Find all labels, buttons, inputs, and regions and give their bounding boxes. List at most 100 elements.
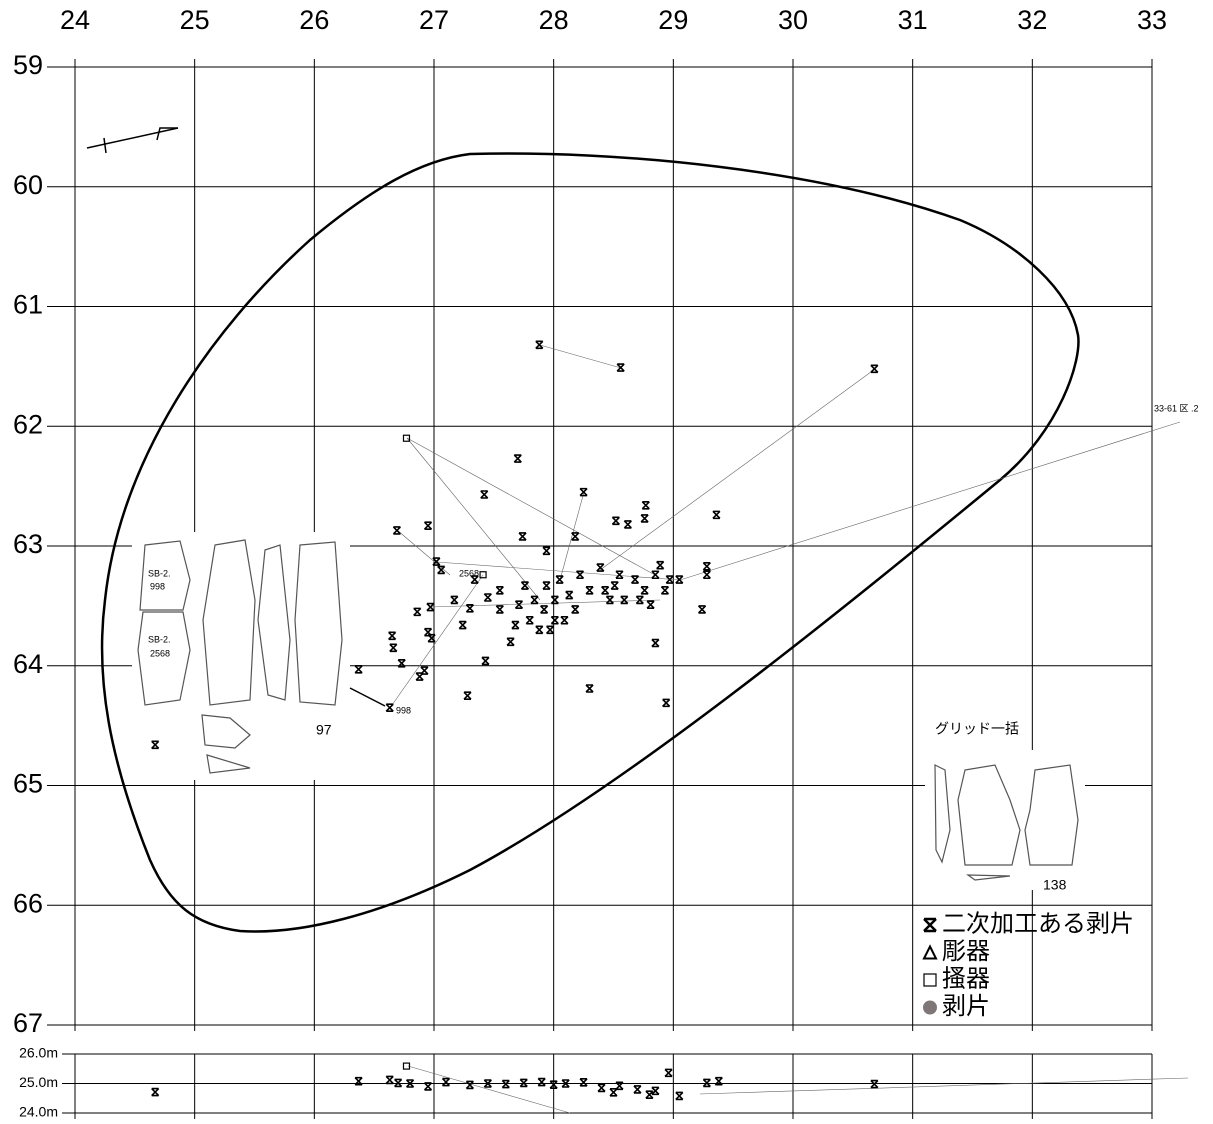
point xyxy=(546,625,555,635)
point xyxy=(633,1085,642,1094)
legend-label: 彫器 xyxy=(942,938,990,965)
point xyxy=(480,490,489,499)
point xyxy=(601,586,610,595)
point xyxy=(870,1079,879,1089)
point xyxy=(615,1081,624,1091)
point xyxy=(702,570,711,580)
point xyxy=(427,633,436,643)
point xyxy=(151,740,160,750)
point xyxy=(397,659,406,668)
point xyxy=(465,603,474,613)
point xyxy=(458,620,467,630)
y-tick-label: 62 xyxy=(13,409,43,439)
point xyxy=(388,631,397,641)
annotation: 2568 xyxy=(150,648,170,658)
y-tick-label: 25.0m xyxy=(19,1074,58,1090)
point xyxy=(640,586,649,595)
point xyxy=(530,595,539,605)
point xyxy=(540,605,549,614)
point xyxy=(579,1078,588,1087)
point xyxy=(665,575,674,584)
annotation: 97 xyxy=(316,722,332,738)
point xyxy=(423,521,433,530)
point xyxy=(611,516,620,526)
annotations: SB-2. 998 SB-2. 2568 97 998 2568 33-61 区… xyxy=(148,403,1199,892)
point xyxy=(549,1080,558,1089)
point xyxy=(519,1078,528,1088)
y-tick-label: 65 xyxy=(13,769,43,799)
point xyxy=(518,532,527,541)
legend-label: 二次加工ある剥片 xyxy=(942,910,1134,937)
point xyxy=(923,973,937,987)
point xyxy=(923,917,937,933)
point xyxy=(520,581,530,590)
artifact-drawing-138 xyxy=(925,750,1085,890)
point xyxy=(923,1000,937,1015)
y-tick-label: 64 xyxy=(13,649,43,679)
point xyxy=(542,581,551,590)
point xyxy=(479,571,487,579)
point xyxy=(432,557,441,566)
artifact-drawing-97 xyxy=(132,532,386,780)
point xyxy=(550,615,559,625)
point xyxy=(426,602,435,612)
point xyxy=(610,581,619,590)
point xyxy=(385,1075,394,1085)
point xyxy=(922,944,938,960)
point xyxy=(415,672,424,681)
x-tick-label: 31 xyxy=(898,5,928,35)
point xyxy=(697,605,707,614)
point xyxy=(579,487,588,497)
point xyxy=(702,1078,711,1088)
point xyxy=(675,575,684,584)
point xyxy=(525,615,534,625)
point xyxy=(675,1091,684,1101)
point xyxy=(413,607,422,617)
point xyxy=(651,638,660,648)
point xyxy=(662,698,671,708)
point xyxy=(423,627,433,637)
point xyxy=(511,620,520,630)
point xyxy=(495,605,504,614)
point xyxy=(537,1077,546,1087)
point xyxy=(585,684,594,693)
legend-label: 搔器 xyxy=(942,965,990,992)
annotation: 998 xyxy=(396,705,411,715)
point xyxy=(423,1082,433,1091)
point xyxy=(406,1079,415,1088)
point xyxy=(441,1077,451,1087)
point xyxy=(585,586,594,595)
point xyxy=(565,590,574,600)
point xyxy=(640,514,649,523)
point xyxy=(620,595,629,605)
point xyxy=(555,575,564,584)
x-tick-label: 33 xyxy=(1137,5,1167,35)
point xyxy=(501,1079,510,1089)
point xyxy=(535,625,544,635)
point xyxy=(506,637,515,647)
point xyxy=(402,434,411,442)
point xyxy=(597,1083,606,1093)
point xyxy=(605,595,614,605)
x-tick-label: 27 xyxy=(419,5,449,35)
y-tick-label: 60 xyxy=(13,170,43,200)
point xyxy=(646,600,655,609)
point xyxy=(354,1076,363,1086)
point xyxy=(354,665,363,674)
point xyxy=(513,454,522,463)
point xyxy=(870,364,879,374)
point xyxy=(392,526,401,535)
point xyxy=(714,1076,723,1086)
point xyxy=(481,656,490,666)
x-tick-label: 26 xyxy=(299,5,329,35)
point xyxy=(450,595,459,605)
point xyxy=(542,546,551,556)
point xyxy=(596,563,605,572)
refit-lines xyxy=(389,344,1189,1114)
point xyxy=(630,575,640,584)
y-tick-label: 61 xyxy=(13,290,43,320)
annotation: SB-2. xyxy=(148,568,171,578)
annotation: 2568 xyxy=(459,568,479,578)
point xyxy=(560,615,569,625)
